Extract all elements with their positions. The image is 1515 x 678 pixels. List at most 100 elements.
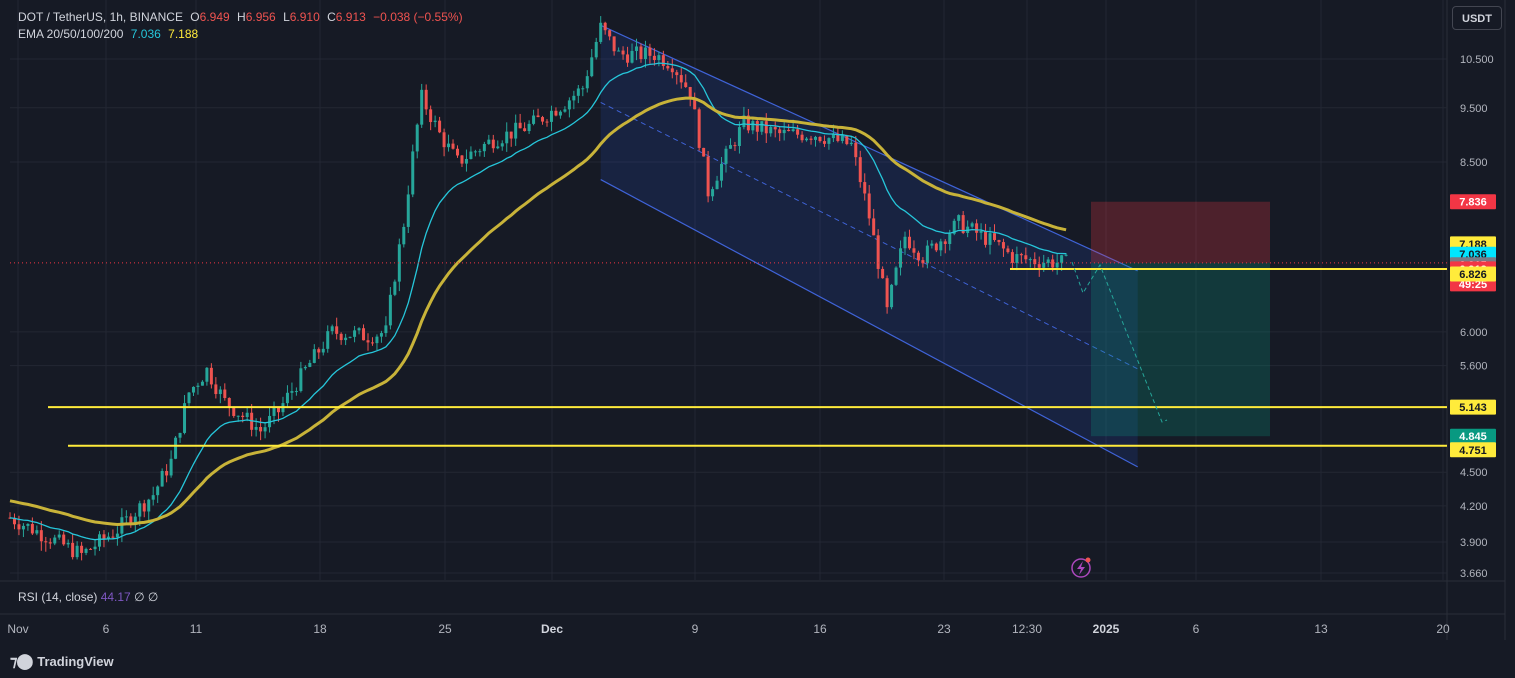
candle-body (384, 325, 388, 334)
candle-body (572, 95, 576, 101)
ema-legend[interactable]: EMA 20/50/100/200 7.036 7.188 (18, 27, 202, 41)
candle-body (984, 230, 988, 245)
symbol-title[interactable]: DOT / TetherUS, 1h, BINANCE (18, 10, 183, 24)
candle-body (491, 139, 495, 149)
candle-body (706, 156, 710, 197)
candle-body (894, 267, 898, 285)
candle-body (1051, 259, 1055, 268)
candle-body (840, 135, 844, 141)
price-label-text: 4.845 (1459, 431, 1487, 443)
candle-body (617, 50, 621, 52)
candle-body (500, 143, 504, 147)
candle-body (997, 239, 1001, 243)
candle-body (39, 530, 43, 542)
candle-body (397, 244, 401, 282)
candle-body (979, 230, 983, 233)
y-tick-label: 4.500 (1460, 467, 1488, 479)
candle-body (585, 76, 589, 89)
candle-body (576, 88, 580, 96)
candle-body (478, 151, 482, 153)
candle-body (827, 138, 831, 144)
candle-body (30, 523, 34, 534)
high-value: 6.956 (245, 10, 276, 24)
candle-body (822, 141, 826, 144)
candle-body (952, 220, 956, 234)
low-label: L (283, 10, 290, 24)
candle-body (411, 151, 415, 195)
candle-body (370, 342, 374, 344)
candle-body (899, 248, 903, 268)
candle-body (93, 546, 97, 550)
candle-body (290, 391, 294, 393)
candle-body (227, 398, 231, 408)
candle-body (939, 241, 943, 251)
rsi-legend[interactable]: RSI (14, close) 44.17 ∅ ∅ (18, 590, 158, 604)
notification-dot (1085, 557, 1091, 563)
candle-body (755, 121, 759, 132)
candle-body (442, 132, 446, 148)
candle-body (111, 536, 115, 538)
currency-button[interactable]: USDT (1452, 6, 1502, 30)
candle-body (169, 458, 173, 476)
candle-body (1019, 254, 1023, 256)
candle-body (178, 432, 182, 438)
ema-label: EMA 20/50/100/200 (18, 27, 124, 41)
candle-body (693, 98, 697, 110)
candle-body (115, 533, 119, 538)
candle-body (652, 55, 656, 61)
candle-body (133, 516, 137, 525)
candle-body (532, 115, 536, 124)
candle-body (451, 143, 455, 149)
candle-body (643, 47, 647, 60)
candle-body (867, 193, 871, 219)
candle-body (679, 75, 683, 83)
tradingview-logo[interactable]: ⁊⬤ TradingView (10, 652, 114, 670)
change-value: −0.038 (−0.55%) (373, 10, 463, 24)
rsi-extra-1: ∅ (134, 590, 145, 604)
candle-body (357, 328, 361, 331)
candle-body (567, 100, 571, 110)
y-tick-label: 4.200 (1460, 501, 1488, 513)
candle-body (603, 22, 607, 31)
price-label-text: 5.143 (1459, 402, 1487, 414)
candle-body (751, 121, 755, 131)
candle-body (460, 155, 464, 164)
stop-loss-zone (1091, 201, 1270, 263)
candle-body (138, 503, 142, 517)
candle-body (344, 337, 348, 341)
candle-body (554, 110, 558, 116)
candle-body (930, 243, 934, 246)
logo-text: TradingView (37, 653, 114, 669)
candle-body (174, 437, 178, 459)
candle-body (737, 127, 741, 146)
tradingview-logo-icon: ⁊⬤ (10, 653, 33, 670)
projection-path (1071, 261, 1168, 423)
candle-body (469, 151, 473, 159)
candle-body (71, 542, 75, 558)
candle-body (558, 111, 562, 116)
candle-body (187, 392, 191, 404)
candle-body (666, 66, 670, 69)
candle-body (21, 525, 25, 530)
candle-body (433, 120, 437, 123)
open-label: O (190, 10, 200, 24)
candle-body (925, 245, 929, 264)
candle-body (1015, 254, 1019, 263)
candle-body (773, 127, 777, 130)
y-tick-label: 10.500 (1460, 54, 1494, 66)
candle-body (277, 407, 280, 413)
candle-body (196, 385, 200, 387)
candle-body (769, 127, 773, 134)
candle-body (733, 145, 737, 147)
candle-body (26, 523, 30, 526)
candle-body (975, 223, 979, 233)
candle-body (415, 124, 419, 152)
candle-body (872, 218, 876, 236)
candle-body (854, 142, 858, 158)
candle-body (106, 536, 110, 539)
x-tick-label: 2025 (1093, 622, 1120, 636)
candle-body (563, 109, 567, 112)
candle-body (62, 534, 66, 545)
